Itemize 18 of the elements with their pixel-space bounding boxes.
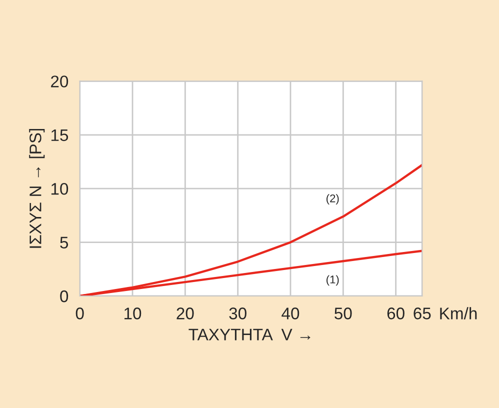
x-tick-label: 50 xyxy=(334,308,352,320)
y-tick-label: 10 xyxy=(51,183,68,195)
x-tick-label: 10 xyxy=(124,308,142,320)
x-axis-title: ΤΑΧΥΤΗΤΑ V → xyxy=(188,328,310,340)
x-tick-label: 65 xyxy=(414,308,431,320)
y-tick-label: 20 xyxy=(51,76,68,88)
x-tick-label: 60 xyxy=(387,308,404,320)
series-label: (2) xyxy=(326,194,339,205)
x-tick-label: 30 xyxy=(229,308,246,320)
x-tick-label: 0 xyxy=(76,308,84,320)
y-tick-label: 5 xyxy=(60,236,68,249)
x-tick-label: 20 xyxy=(176,308,194,320)
series-label: (1) xyxy=(326,275,339,286)
y-axis-title: ΙΣΧΥΣ N → [PS] xyxy=(29,129,45,248)
y-tick-label: 0 xyxy=(60,290,68,302)
x-tick-label: 40 xyxy=(282,308,300,320)
y-tick-label: 15 xyxy=(51,129,68,142)
text: Km/h xyxy=(440,307,477,320)
